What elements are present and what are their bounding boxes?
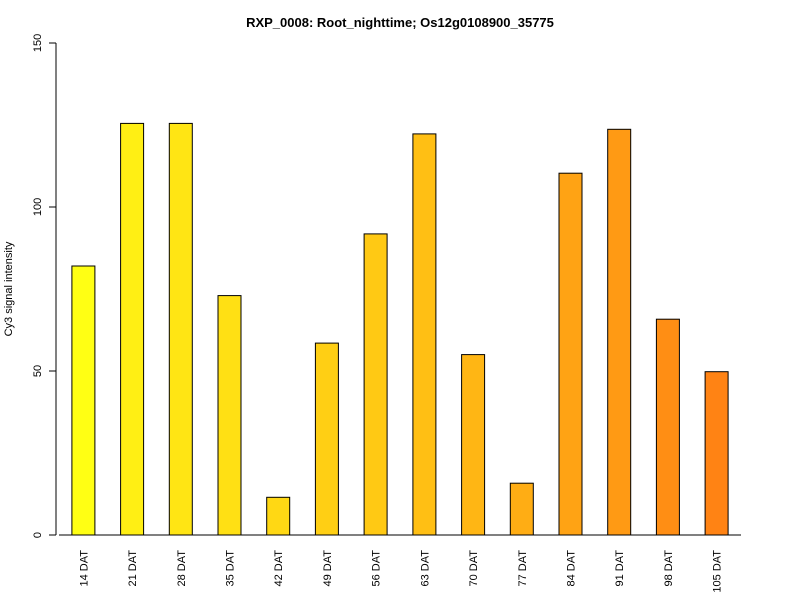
x-tick-label: 28 DAT <box>176 550 188 587</box>
bar <box>655 318 680 536</box>
bar <box>704 371 729 536</box>
bar <box>314 342 339 536</box>
x-tick-label: 84 DAT <box>566 550 578 587</box>
y-tick-label: 50 <box>32 365 44 377</box>
bars <box>71 122 729 536</box>
y-tick-label: 0 <box>32 532 44 538</box>
x-tick-label: 49 DAT <box>322 550 334 587</box>
bar <box>412 133 437 536</box>
y-axis: 0 50 100 150 <box>32 34 57 538</box>
bar <box>71 265 96 536</box>
x-tick-label: 91 DAT <box>614 550 626 587</box>
bar <box>607 128 632 536</box>
y-tick-label: 100 <box>32 198 44 216</box>
chart-title: RXP_0008: Root_nighttime; Os12g0108900_3… <box>246 15 554 30</box>
x-tick-label: 14 DAT <box>78 550 90 587</box>
bar <box>217 295 242 536</box>
x-tick-label: 70 DAT <box>468 550 480 587</box>
x-tick-label: 21 DAT <box>127 550 139 587</box>
x-tick-label: 35 DAT <box>225 550 237 587</box>
x-tick-label: 63 DAT <box>419 550 431 587</box>
bar <box>266 496 291 536</box>
x-axis-labels: 14 DAT 21 DAT 28 DAT 35 DAT 42 DAT 49 DAT 56 D… <box>78 550 723 593</box>
bar <box>168 122 193 536</box>
y-axis-label: Cy3 signal intensity <box>3 241 15 336</box>
bar <box>461 354 486 536</box>
x-tick-label: 56 DAT <box>371 550 383 587</box>
x-tick-label: 42 DAT <box>273 550 285 587</box>
x-tick-label: 98 DAT <box>663 550 675 587</box>
bar <box>509 482 534 536</box>
y-tick-label: 150 <box>32 34 44 52</box>
x-tick-label: 77 DAT <box>517 550 529 587</box>
bar <box>363 233 388 536</box>
x-tick-label: 105 DAT <box>712 550 724 593</box>
bar <box>558 172 583 536</box>
bar <box>120 122 145 536</box>
